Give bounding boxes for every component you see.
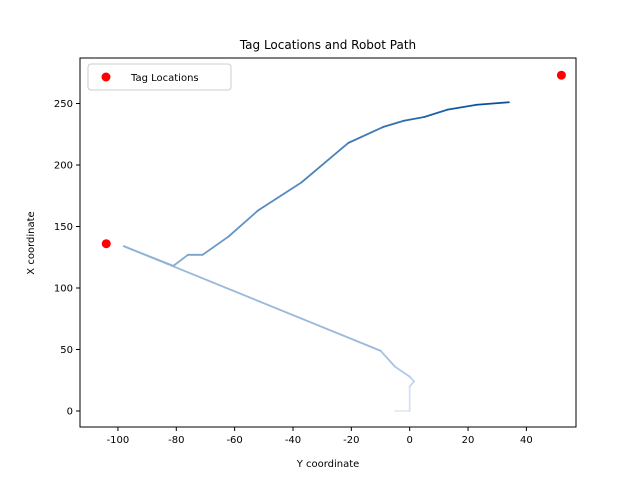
x-tick-label: -100 — [107, 435, 130, 446]
tag-points — [101, 70, 566, 249]
x-tick-label: 0 — [407, 435, 413, 446]
y-tick-label: 50 — [60, 345, 73, 356]
legend-box — [87, 63, 232, 91]
y-tick-label: 0 — [67, 407, 73, 418]
path-segment — [347, 125, 385, 144]
chart-title: Tag Locations and Robot Path — [239, 38, 416, 52]
path-segment — [408, 380, 415, 388]
path-segment — [423, 108, 449, 118]
y-tick-label: 100 — [54, 284, 73, 295]
y-axis-title: X coordinate — [26, 211, 37, 274]
plot-frame — [79, 57, 577, 428]
path-segment — [379, 349, 397, 368]
legend-marker — [101, 72, 111, 82]
x-tick-label: -20 — [343, 435, 359, 446]
x-tick-label: 20 — [462, 435, 475, 446]
x-axis: -100 -80 -60 -40 -20 0 20 40 — [107, 427, 533, 446]
path-segment — [446, 103, 478, 111]
path-segment — [172, 253, 189, 267]
path-segment — [402, 116, 426, 122]
x-tick-label: -80 — [168, 435, 184, 446]
x-axis-title: Y coordinate — [296, 459, 360, 470]
y-axis: 0 50 100 150 200 250 — [54, 99, 80, 418]
path-segment — [201, 235, 230, 256]
path-segment — [475, 101, 510, 106]
path-segment — [300, 141, 350, 184]
path-segment — [122, 245, 175, 267]
path-segment — [227, 209, 259, 238]
legend-label: Tag Locations — [130, 73, 199, 84]
y-tick-label: 200 — [54, 161, 73, 172]
legend: Tag Locations — [87, 63, 232, 91]
y-tick-label: 250 — [54, 99, 73, 110]
path-segment — [394, 365, 411, 378]
path-segment — [382, 119, 405, 128]
tag-point — [556, 70, 566, 80]
path-segment — [408, 375, 415, 383]
y-tick-label: 150 — [54, 222, 73, 233]
path-segment — [257, 181, 303, 212]
x-tick-label: -40 — [285, 435, 301, 446]
robot-path — [122, 101, 510, 412]
x-tick-label: 40 — [520, 435, 533, 446]
tag-point — [101, 239, 111, 249]
x-tick-label: -60 — [226, 435, 242, 446]
